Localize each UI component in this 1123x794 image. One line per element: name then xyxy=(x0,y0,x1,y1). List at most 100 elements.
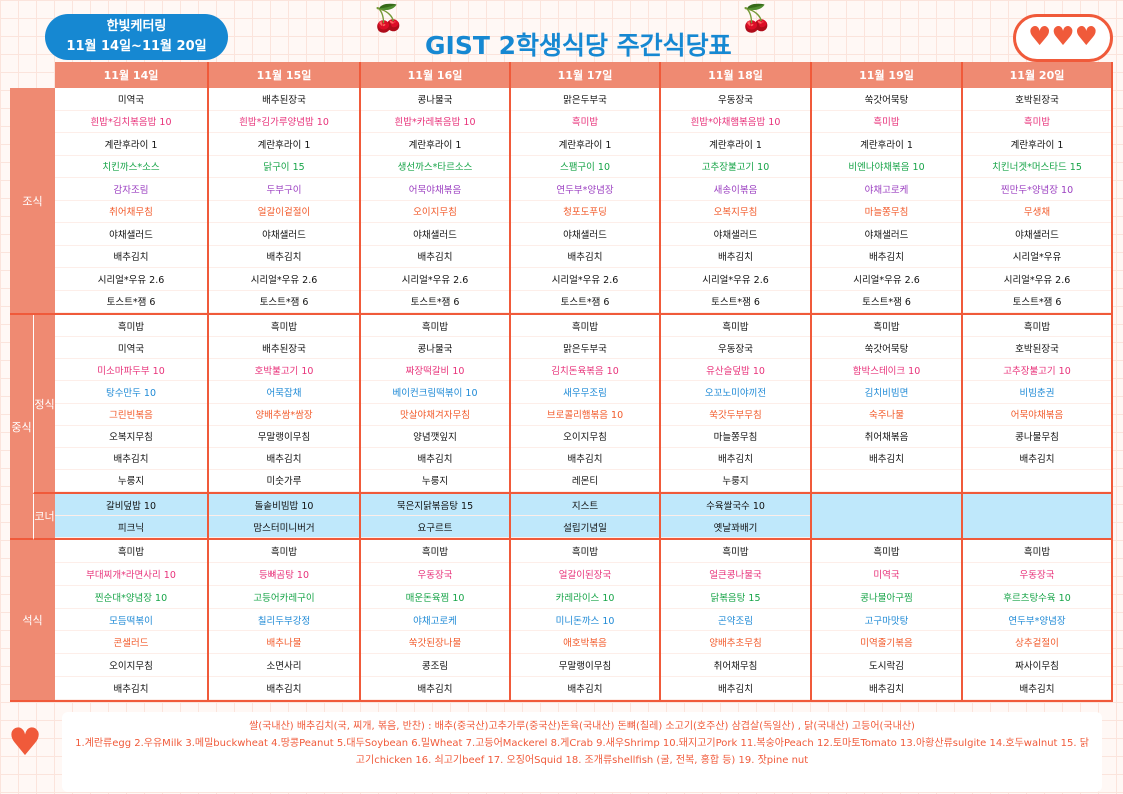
menu-item: 맛살야채겨자무침 xyxy=(361,404,509,426)
lunch-column: 흑미밥 맑은두부국 김치돈육볶음 10 새우무조림 브로콜리햄볶음 10 오이지무침 배추김… xyxy=(511,315,661,494)
corner-column: 지스트 설립기념일 xyxy=(511,494,661,540)
page-title: GIST 2학생식당 주간식당표 xyxy=(425,31,732,60)
menu-item: 흑미밥 xyxy=(511,111,659,133)
menu-item: 어묵야채볶음 xyxy=(361,178,509,201)
menu-item: 얼갈이겉절이 xyxy=(209,201,359,223)
menu-item: 시리얼*우유 2.6 xyxy=(963,268,1111,291)
menu-item: 매운돈육찜 10 xyxy=(361,586,509,609)
menu-item: 야채샐러드 xyxy=(661,223,810,246)
menu-item: 설립기념일 xyxy=(511,516,659,538)
menu-item: 토스트*잼 6 xyxy=(963,291,1111,313)
menu-item: 흑미밥 xyxy=(963,540,1111,563)
menu-item: 흑미밥 xyxy=(812,315,961,338)
cherry-icon: 🍒 xyxy=(372,4,405,34)
menu-item: 야채고로케 xyxy=(812,178,961,201)
menu-item: 돌솥비빔밥 10 xyxy=(209,494,359,516)
menu-item xyxy=(963,470,1111,492)
menu-item: 시리얼*우유 2.6 xyxy=(661,268,810,291)
menu-item: 미소마파두부 10 xyxy=(55,359,207,382)
menu-item: 찐순대*양념장 10 xyxy=(55,586,207,609)
day-header: 11월 14일 xyxy=(55,62,209,89)
menu-item: 우동장국 xyxy=(661,337,810,360)
menu-item: 호박된장국 xyxy=(963,337,1111,360)
corner-column: 수육쌀국수 10 옛날꽈배기 xyxy=(661,494,812,540)
menu-item: 곤약조림 xyxy=(661,609,810,632)
day-header: 11월 20일 xyxy=(963,62,1113,89)
menu-item: 누룽지 xyxy=(55,470,207,492)
menu-item: 흰밥*김치볶음밥 10 xyxy=(55,111,207,133)
menu-item: 호박불고기 10 xyxy=(209,359,359,382)
day-header: 11월 15일 xyxy=(209,62,361,89)
menu-item: 배추김치 xyxy=(55,448,207,470)
lunch-corner-label: 코너 xyxy=(33,494,55,540)
menu-item: 계란후라이 1 xyxy=(511,133,659,156)
menu-item: 야채샐러드 xyxy=(361,223,509,246)
menu-item: 브로콜리햄볶음 10 xyxy=(511,404,659,426)
menu-item: 콩나물아구찜 xyxy=(812,586,961,609)
menu-item: 부대찌개*라면사리 10 xyxy=(55,563,207,586)
menu-item: 미역줄기볶음 xyxy=(812,631,961,655)
menu-item: 고구마맛탕 xyxy=(812,609,961,632)
menu-item: 미숫가루 xyxy=(209,470,359,492)
menu-item: 탕수만두 10 xyxy=(55,381,207,404)
menu-item: 찐만두*양념장 10 xyxy=(963,178,1111,201)
menu-item: 오이지무침 xyxy=(511,426,659,448)
breakfast-column: 맑은두부국 흑미밥 계란후라이 1 스팸구이 10 연두부*양념장 청포도푸딩 야채샐러드 배… xyxy=(511,88,661,315)
menu-item xyxy=(812,470,961,492)
menu-item: 맘스터미니버거 xyxy=(209,516,359,538)
menu-item: 취어채무침 xyxy=(55,201,207,223)
dinner-column: 흑미밥 얼큰콩나물국 닭볶음탕 15 곤약조림 양배추초무침 취어채무침 배추김치 xyxy=(661,540,812,702)
menu-item: 등뼈곰탕 10 xyxy=(209,563,359,586)
corner-column xyxy=(812,494,963,540)
menu-item: 배추김치 xyxy=(361,246,509,268)
menu-item: 감자조림 xyxy=(55,178,207,201)
day-header: 11월 16일 xyxy=(361,62,511,89)
menu-item: 배추김치 xyxy=(661,677,810,701)
menu-item: 두부구이 xyxy=(209,178,359,201)
menu-item: 어묵잡채 xyxy=(209,381,359,404)
menu-item: 옛날꽈배기 xyxy=(661,516,810,538)
menu-item: 쑥갓두부무침 xyxy=(661,404,810,426)
dinner-column: 흑미밥 미역국 콩나물아구찜 고구마맛탕 미역줄기볶음 도시락김 배추김치 xyxy=(812,540,963,702)
breakfast-column: 쑥갓어묵탕 흑미밥 계란후라이 1 비엔나야채볶음 10 야채고로케 마늘쫑무침 야채샐러드… xyxy=(812,88,963,315)
lunch-column: 흑미밥 배추된장국 호박불고기 10 어묵잡채 양배추쌈*쌈장 무말랭이무침 배추김치 미숫가… xyxy=(209,315,361,494)
menu-item: 수육쌀국수 10 xyxy=(661,494,810,516)
menu-item: 닭구이 15 xyxy=(209,156,359,178)
menu-item: 연두부*양념장 xyxy=(511,178,659,201)
menu-item: 레몬티 xyxy=(511,470,659,492)
menu-item: 누룽지 xyxy=(661,470,810,492)
menu-item: 우동장국 xyxy=(661,88,810,111)
menu-item: 토스트*잼 6 xyxy=(361,291,509,313)
corner-column: 갈비덮밥 10 피크닉 xyxy=(55,494,209,540)
menu-item: 흑미밥 xyxy=(661,540,810,563)
menu-item: 시리얼*우유 2.6 xyxy=(55,268,207,291)
menu-item: 취어채볶음 xyxy=(812,426,961,448)
menu-item: 미역국 xyxy=(55,337,207,360)
day-header: 11월 18일 xyxy=(661,62,812,89)
menu-item: 쑥갓어묵탕 xyxy=(812,337,961,360)
corner-column: 묵은지닭볶음탕 15 요구르트 xyxy=(361,494,511,540)
menu-item: 배추김치 xyxy=(361,448,509,470)
menu-item: 함박스테이크 10 xyxy=(812,359,961,382)
menu-item: 얼갈이된장국 xyxy=(511,563,659,586)
menu-item: 배추김치 xyxy=(511,246,659,268)
menu-item: 마늘쫑무침 xyxy=(661,426,810,448)
menu-item: 배추김치 xyxy=(511,448,659,470)
menu-item: 비빔춘권 xyxy=(963,381,1111,404)
menu-item: 맑은두부국 xyxy=(511,88,659,111)
menu-item: 연두부*양념장 xyxy=(963,609,1111,632)
menu-item: 흑미밥 xyxy=(963,111,1111,133)
menu-item: 칠리두부강정 xyxy=(209,609,359,632)
corner-column: 돌솥비빔밥 10 맘스터미니버거 xyxy=(209,494,361,540)
heart-icon: ♥ xyxy=(8,720,43,764)
origin-info: 쌀(국내산) 배추김치(국, 찌개, 볶음, 반찬) : 배추(중국산)고추가루… xyxy=(249,721,915,732)
menu-item: 야채샐러드 xyxy=(511,223,659,246)
meal-label-dinner: 석식 xyxy=(10,540,55,702)
menu-item: 배추김치 xyxy=(963,677,1111,701)
menu-item: 김치비빔면 xyxy=(812,381,961,404)
menu-item: 야채샐러드 xyxy=(55,223,207,246)
lunch-column: 흑미밥 우동장국 유산슬덮밥 10 오꼬노미야끼전 쑥갓두부무침 마늘쫑무침 배추김치 누룽지 xyxy=(661,315,812,494)
menu-item: 흑미밥 xyxy=(361,540,509,563)
menu-item: 흑미밥 xyxy=(812,111,961,133)
menu-item: 무생채 xyxy=(963,201,1111,223)
